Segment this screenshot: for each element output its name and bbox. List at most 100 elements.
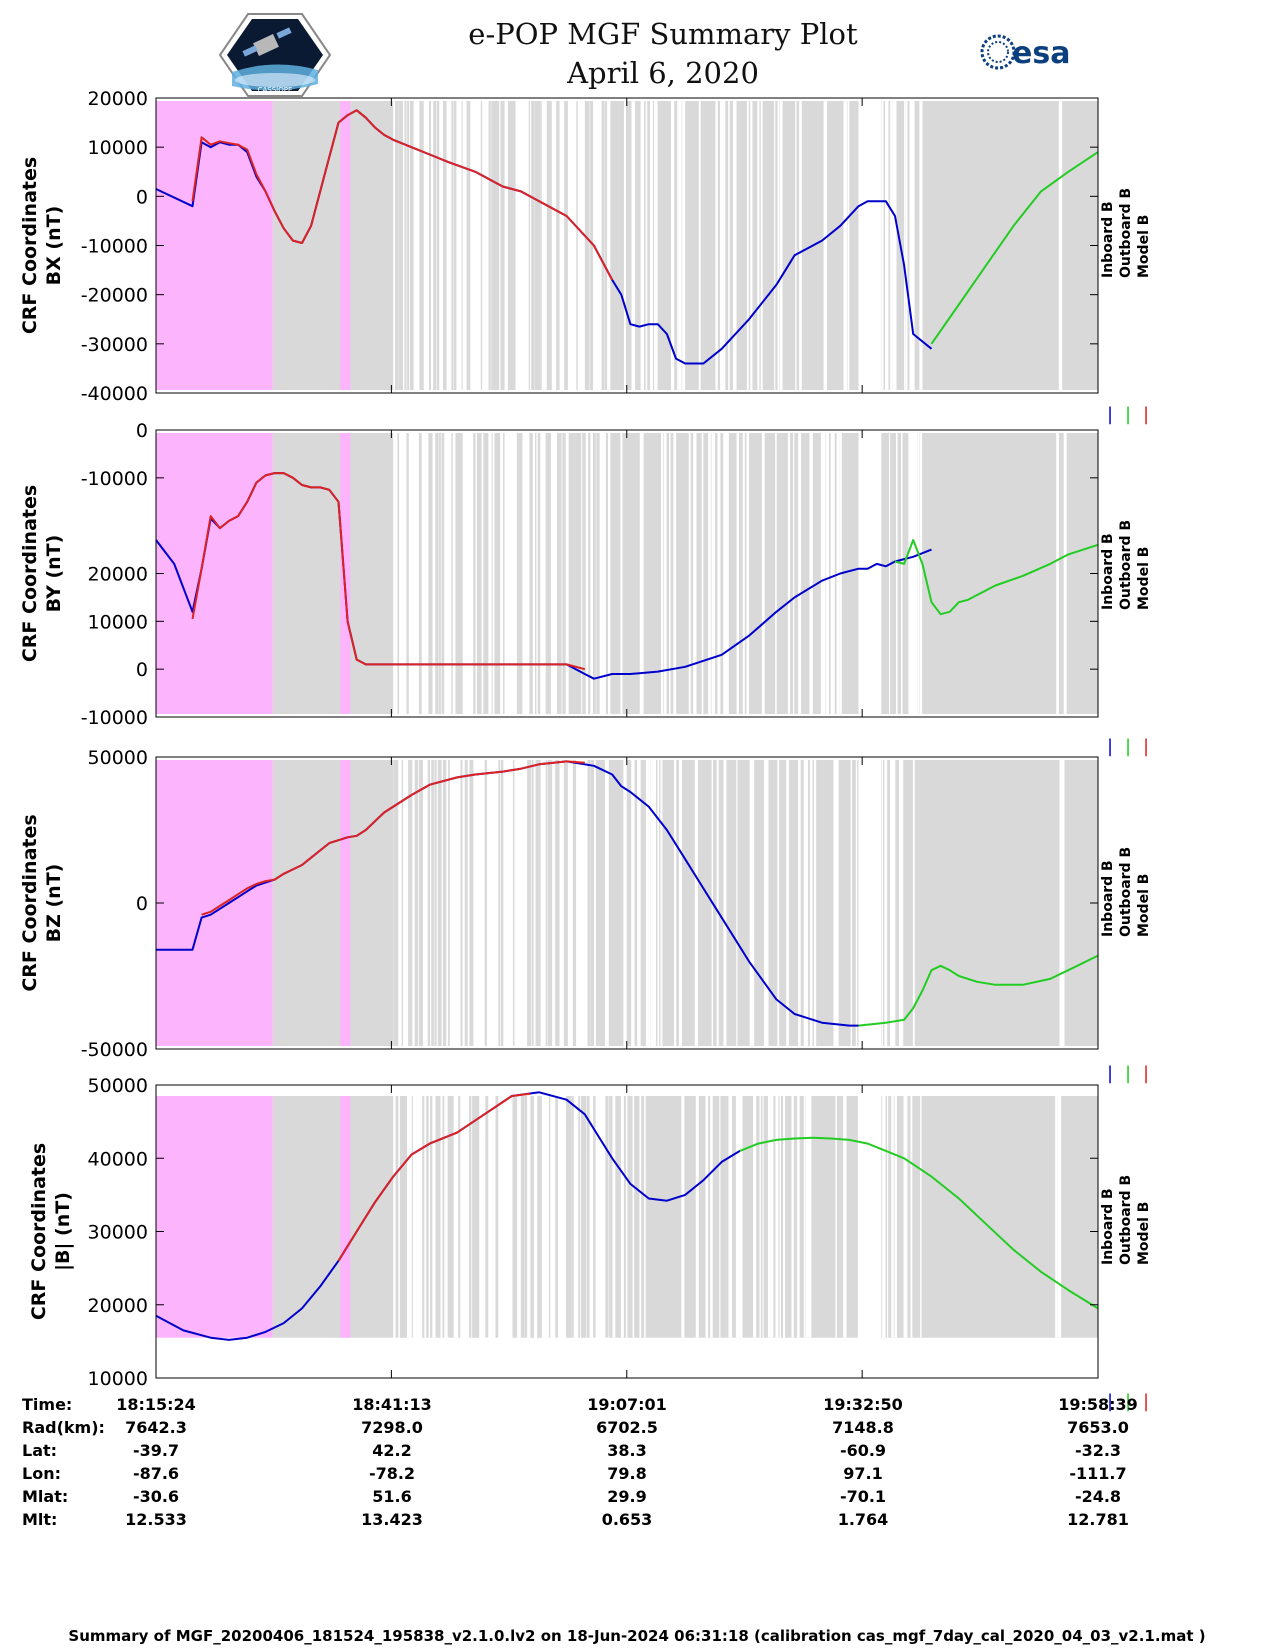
bmag-panel: 50000 40000 30000 20000 10000 CRF Coordinates… <box>28 1075 1152 1412</box>
by-gap-stripe <box>669 433 671 714</box>
bmag-gray-stripe <box>485 1095 489 1338</box>
bz-gap-stripe <box>813 760 817 1046</box>
by-gap-stripe <box>830 433 833 714</box>
bmag-gap-stripe <box>843 1095 847 1338</box>
bx-gray-band-0 <box>272 101 394 390</box>
bmag-gap-stripe <box>753 1095 757 1338</box>
bmag-ytick-label: 40000 <box>88 1148 148 1170</box>
bmag-gap-stripe <box>920 1095 922 1338</box>
bz-gap-stripe <box>1061 760 1065 1046</box>
bmag-outboard-b-line <box>739 1136 1099 1310</box>
by-gray-stripe <box>568 433 572 714</box>
bz-gap-stripe <box>736 760 738 1046</box>
bmag-gap-stripe <box>906 1095 908 1338</box>
bmag-gap-stripe <box>791 1095 794 1338</box>
bmag-gray-stripe <box>586 1095 590 1338</box>
bz-gray-stripe <box>608 760 612 1046</box>
ephemeris-cell: 1.764 <box>838 1510 889 1529</box>
bx-gray-stripe <box>407 101 410 390</box>
by-gray-stripe <box>578 433 582 714</box>
bx-gap-stripe <box>734 101 737 390</box>
bx-gray-stripe <box>404 101 407 390</box>
by-gap-stripe <box>832 433 834 714</box>
bx-ytick-label: -30000 <box>81 334 148 356</box>
bx-gap-stripe <box>774 101 776 390</box>
bx-gray-stripe <box>576 101 578 390</box>
bz-gray-stripe <box>545 760 547 1046</box>
bz-gap-stripe <box>652 760 656 1046</box>
bx-gap-stripe <box>890 101 893 390</box>
by-panel: 0 -10000 20000 10000 0 -10000 CRF Coordinates B… <box>19 420 1152 757</box>
bmag-legend-outboard-b: Outboard B <box>1118 1175 1134 1265</box>
bmag-gap-stripe <box>883 1095 886 1338</box>
bz-gap-stripe <box>809 760 813 1046</box>
bz-gray-stripe <box>531 760 534 1046</box>
bmag-gap-stripe <box>797 1095 800 1338</box>
bmag-gray-stripe <box>571 1095 574 1338</box>
bx-ytick-label: 10000 <box>88 137 148 159</box>
bmag-gray-stripe <box>512 1095 516 1338</box>
bmag-gray-stripe <box>593 1095 596 1338</box>
bmag-gray-stripe <box>404 1095 407 1338</box>
by-legend-swatch-icon: | <box>1107 736 1113 757</box>
bmag-gray-stripe <box>609 1095 612 1338</box>
ephemeris-cell: -70.1 <box>840 1487 886 1506</box>
bmag-gap-stripe <box>1057 1095 1062 1338</box>
ephemeris-cell: -24.8 <box>1075 1487 1121 1506</box>
bx-legend-model-b: Model B <box>1136 215 1152 278</box>
by-gap-stripe <box>717 433 721 714</box>
bmag-gray-stripe <box>472 1095 476 1338</box>
bx-gray-stripe <box>536 101 540 390</box>
bx-gray-stripe <box>400 101 404 390</box>
bmag-gray-stripe <box>395 1095 399 1338</box>
by-gray-stripe <box>529 433 533 714</box>
bmag-gray-stripe <box>411 1095 413 1338</box>
bz-gray-stripe <box>394 760 399 1046</box>
bmag-axes: 50000 40000 30000 20000 10000 CRF Coordinates… <box>28 1075 1152 1412</box>
by-gap-stripe <box>726 433 729 714</box>
bz-gap-stripe <box>679 760 683 1046</box>
bz-gap-stripe <box>752 760 755 1046</box>
bx-magenta-band-0 <box>156 101 273 390</box>
bx-ytick-label: -20000 <box>81 285 148 307</box>
bz-panel: 50000 0 -50000 CRF Coordinates BZ (nT) Inboar… <box>19 747 1152 1084</box>
bmag-gap-stripe <box>740 1095 743 1338</box>
bx-gap-stripe <box>650 101 653 390</box>
bz-legend-inboard-b: Inboard B <box>1100 860 1116 937</box>
ephemeris-cell: 18:41:13 <box>352 1395 432 1414</box>
bx-legend-inboard-b: Inboard B <box>1100 201 1116 278</box>
bx-gap-stripes <box>395 101 1063 390</box>
by-gray-stripe <box>516 433 521 714</box>
bmag-legend-inboard-b: Inboard B <box>1100 1188 1116 1265</box>
bz-gap-stripe <box>678 760 681 1046</box>
bmag-gap-stripe <box>738 1095 742 1338</box>
bx-gray-stripe <box>436 101 440 390</box>
bz-gap-stripe <box>716 760 719 1046</box>
bmag-ytick-label: 20000 <box>88 1295 148 1317</box>
bz-gap-stripe <box>912 760 915 1046</box>
bmag-gray-stripe <box>538 1095 542 1338</box>
by-gray-stripe <box>535 433 537 714</box>
ephemeris-row-label: Time: <box>22 1395 72 1414</box>
by-gap-stripe <box>775 433 777 714</box>
by-gray-stripe <box>588 433 590 714</box>
ephemeris-cell: 7642.3 <box>125 1418 187 1437</box>
by-gap-stripe <box>639 433 643 714</box>
by-model-b-line <box>191 472 586 671</box>
by-gap-stripe <box>908 433 912 714</box>
bz-gray-stripe <box>444 760 447 1046</box>
bx-ytick-label: 0 <box>136 186 148 208</box>
by-gap-stripe <box>661 433 664 714</box>
bmag-ytick-label: 10000 <box>88 1368 148 1390</box>
ephemeris-cell: -87.6 <box>133 1464 179 1483</box>
by-gray-stripe <box>418 433 422 714</box>
bx-ytick-label: -40000 <box>81 383 148 405</box>
bz-legend-model-b: Model B <box>1136 874 1152 937</box>
bz-gap-stripe <box>881 760 884 1046</box>
bx-ytick-label: -10000 <box>81 236 148 258</box>
ephemeris-row-label: Lat: <box>22 1441 57 1460</box>
bz-gray-stripe <box>437 760 441 1046</box>
by-gray-stripe <box>483 433 486 714</box>
by-gray-band-1 <box>610 433 859 714</box>
bx-gray-stripe <box>546 101 550 390</box>
